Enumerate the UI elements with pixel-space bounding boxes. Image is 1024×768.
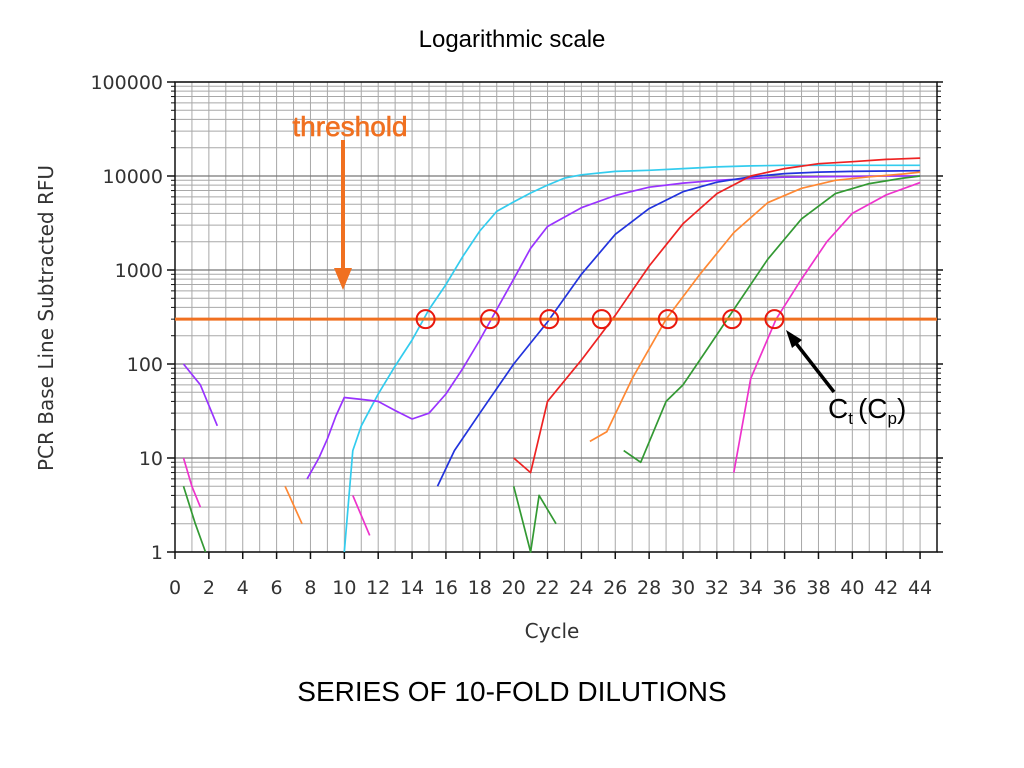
x-tick-label: 18 xyxy=(468,577,492,599)
ct-marker xyxy=(722,309,743,330)
x-tick-label: 38 xyxy=(806,577,830,599)
x-tick-label: 8 xyxy=(304,577,316,599)
x-tick-label: 32 xyxy=(705,577,729,599)
ct-paren-open: (C xyxy=(858,393,888,424)
y-tick-label: 100 xyxy=(127,354,163,376)
slide-title: Logarithmic scale xyxy=(418,26,606,53)
x-tick-label: 24 xyxy=(569,577,593,599)
y-tick-label: 10000 xyxy=(103,166,163,188)
x-tick-label: 26 xyxy=(603,577,627,599)
y-tick-label: 1 xyxy=(151,542,163,564)
threshold-label: threshold xyxy=(292,111,407,142)
series-line-9 xyxy=(623,175,921,464)
x-tick-label: 10 xyxy=(332,577,356,599)
ct-arrow-head xyxy=(786,330,802,348)
axis-labels: 0 2 4 6 8 10 12 14 16 18 20 22 24 26 28 30 32 34 36 38 40 42 4… xyxy=(90,72,932,599)
grid xyxy=(175,81,937,553)
ct-markers xyxy=(415,309,785,330)
x-tick-label: 36 xyxy=(773,577,797,599)
y-axis-label: PCR Base Line Subtracted RFU xyxy=(34,165,58,471)
series-line-7 xyxy=(589,171,921,443)
y-tick-label: 100000 xyxy=(90,72,163,94)
ct-paren-close: ) xyxy=(897,393,906,424)
ct-marker xyxy=(591,309,612,330)
series-line-1 xyxy=(343,164,921,553)
ct-arrow xyxy=(793,340,836,394)
ct-marker xyxy=(479,309,500,330)
series-line-12 xyxy=(352,495,371,536)
ct-main: C xyxy=(828,393,848,424)
x-tick-label: 28 xyxy=(637,577,661,599)
x-tick-label: 16 xyxy=(434,577,458,599)
x-tick-label: 14 xyxy=(400,577,424,599)
x-tick-label: 22 xyxy=(535,577,559,599)
series-line-4 xyxy=(436,169,921,487)
series-line-11 xyxy=(182,457,202,508)
series-line-5 xyxy=(513,157,921,474)
series-line-6 xyxy=(284,485,303,525)
ct-marker xyxy=(539,309,560,330)
cp-subscript: p xyxy=(888,409,897,428)
plot-frame xyxy=(174,81,938,553)
x-axis-label: Cycle xyxy=(525,619,580,643)
threshold-arrow-head xyxy=(334,268,352,290)
ct-marker xyxy=(764,309,785,330)
x-tick-label: 40 xyxy=(840,577,864,599)
x-tick-label: 2 xyxy=(203,577,215,599)
x-tick-label: 44 xyxy=(908,577,932,599)
y-tick-label: 1000 xyxy=(115,260,163,282)
axis-ticks xyxy=(167,81,943,559)
series-group xyxy=(182,157,921,553)
x-tick-label: 0 xyxy=(169,577,181,599)
y-tick-label: 10 xyxy=(139,448,163,470)
x-tick-label: 42 xyxy=(874,577,898,599)
x-tick-label: 12 xyxy=(366,577,390,599)
x-tick-label: 30 xyxy=(671,577,695,599)
ct-marker xyxy=(657,309,678,330)
series-line-13 xyxy=(732,181,921,473)
x-tick-label: 6 xyxy=(271,577,283,599)
x-tick-label: 20 xyxy=(502,577,526,599)
series-line-10 xyxy=(512,486,557,553)
ct-marker xyxy=(415,309,436,330)
series-line-8 xyxy=(182,486,207,553)
slide-caption: SERIES OF 10-FOLD DILUTIONS xyxy=(297,676,727,707)
ct-annotation: Ct (Cp) xyxy=(828,393,906,428)
series-line-2 xyxy=(182,363,219,427)
x-tick-label: 4 xyxy=(237,577,249,599)
ct-subscript: t xyxy=(848,409,853,428)
series-line-3 xyxy=(306,175,921,480)
x-tick-label: 34 xyxy=(739,577,763,599)
